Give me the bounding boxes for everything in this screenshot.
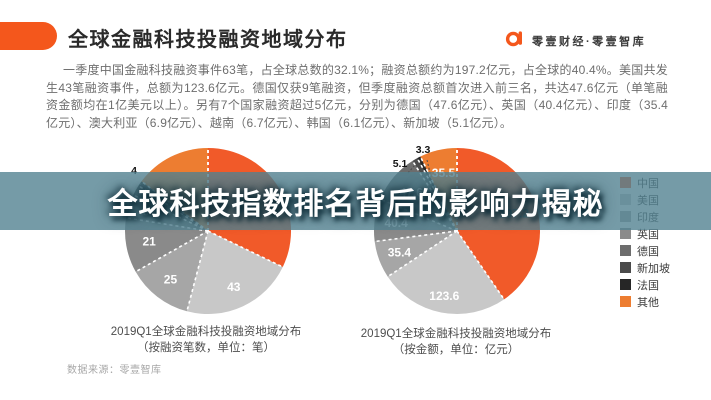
pie-slice-美国 — [186, 231, 283, 314]
slice-separator — [387, 230, 458, 278]
slice-separator — [186, 230, 209, 312]
slice-label-英国: 21 — [142, 234, 156, 248]
right-pie-caption-subtitle: （按金额，单位：亿元） — [392, 343, 520, 356]
label-leader-line — [407, 164, 416, 174]
right-pie-caption-title: 2019Q1全球金融科技投融资地域分布 — [360, 328, 552, 340]
legend-label: 法国 — [637, 279, 659, 292]
title-accent-pill — [0, 22, 57, 50]
pie-chart-deal-amount: 197.2123.635.440.447.65.13.335.5 — [374, 144, 540, 314]
legend-swatch — [620, 296, 631, 307]
legend-item-5: 德国 — [620, 242, 670, 259]
legend-label: 其他 — [637, 296, 659, 309]
slice-separator — [135, 230, 209, 273]
legend-item-4: 英国 — [620, 225, 670, 242]
legend-swatch — [620, 245, 631, 256]
slice-label-新加坡: 4 — [131, 165, 137, 177]
legend-label: 新加坡 — [637, 262, 670, 275]
legend-label: 德国 — [637, 245, 659, 258]
slice-label-印度: 25 — [164, 273, 178, 287]
pie-slice-印度 — [374, 231, 457, 277]
slice-label-美国: 123.6 — [429, 289, 459, 303]
legend-swatch — [620, 262, 631, 273]
brand-logo-text: 零壹财经·零壹智库 — [532, 35, 647, 48]
01-brand-mark-icon — [505, 28, 525, 53]
intro-paragraph: 一季度中国金融科技融资事件63笔，占全球总数的32.1%；融资总额约为197.2… — [46, 63, 668, 130]
slice-label-美国: 43 — [227, 280, 241, 294]
slice-separator — [375, 230, 458, 243]
pie-slice-印度 — [135, 231, 208, 312]
pie-chart-deal-count: 6343252194 — [125, 148, 291, 314]
slice-label-法国: 3.3 — [416, 144, 431, 156]
slice-separator — [207, 230, 283, 268]
data-source-note: 数据来源：零壹智库 — [67, 365, 162, 376]
legend-swatch — [620, 228, 631, 239]
headline-overlay-banner: 全球科技指数排名背后的影响力揭秘 — [0, 172, 711, 230]
legend-item-7: 法国 — [620, 276, 670, 293]
label-leader-line — [426, 159, 432, 178]
slice-label-新加坡: 5.1 — [393, 158, 408, 170]
legend-label: 英国 — [637, 228, 659, 241]
left-pie-caption-subtitle: （按融资笔数，单位：笔） — [137, 341, 275, 354]
brand-logo: 零壹财经·零壹智库 — [505, 28, 646, 53]
legend-swatch — [620, 279, 631, 290]
legend-item-6: 新加坡 — [620, 259, 670, 276]
pie-slice-美国 — [387, 231, 505, 314]
left-pie-caption: 2019Q1全球金融科技投融资地域分布 （按融资笔数，单位：笔） — [71, 325, 341, 356]
slice-label-印度: 35.4 — [388, 245, 412, 259]
page-title: 全球金融科技投融资地域分布 — [68, 29, 348, 51]
right-pie-caption: 2019Q1全球金融科技投融资地域分布 （按金额，单位：亿元） — [321, 327, 591, 358]
legend-item-8: 其他 — [620, 293, 670, 310]
pie-slice-英国 — [125, 217, 208, 272]
left-pie-caption-title: 2019Q1全球金融科技投融资地域分布 — [110, 326, 302, 338]
overlay-headline: 全球科技指数排名背后的影响力揭秘 — [107, 188, 604, 221]
slice-separator — [456, 230, 505, 300]
